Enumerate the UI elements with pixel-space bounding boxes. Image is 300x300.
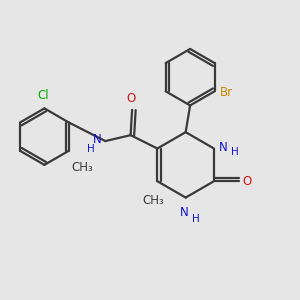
Text: O: O [242, 175, 251, 188]
Text: O: O [126, 92, 135, 104]
Text: Br: Br [220, 86, 233, 99]
Text: N: N [93, 133, 102, 146]
Text: CH₃: CH₃ [142, 194, 164, 207]
Text: H: H [87, 143, 94, 154]
Text: N: N [219, 140, 228, 154]
Text: Cl: Cl [37, 89, 49, 102]
Text: H: H [192, 214, 199, 224]
Text: CH₃: CH₃ [72, 161, 94, 174]
Text: H: H [231, 147, 239, 157]
Text: N: N [180, 206, 189, 219]
